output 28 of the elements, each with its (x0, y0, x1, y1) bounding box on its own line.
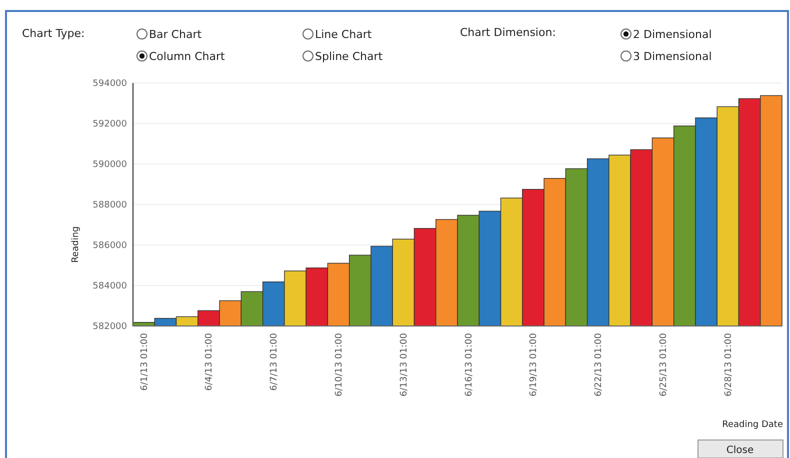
y-tick-label: 594000 (92, 79, 128, 89)
text: Spline Chart (315, 50, 384, 63)
x-tick-label: 6/16/13 01:00 (464, 332, 474, 396)
y-tick-label: 586000 (92, 241, 128, 251)
x-tick-label: 6/4/13 01:00 (204, 332, 215, 391)
y-tick-label: 584000 (92, 282, 128, 292)
text: Chart Type: (22, 27, 85, 40)
text: 2 Dimensional (633, 28, 712, 41)
x-tick-label: 6/28/13 01:00 (724, 332, 734, 396)
text: Chart Dimension: (460, 26, 556, 39)
close-button: Close (698, 440, 784, 458)
y-tick-label: 590000 (92, 160, 128, 170)
x-tick-label: 6/1/13 01:00 (140, 332, 150, 391)
x-tick-label: 6/7/13 01:00 (270, 332, 280, 391)
text: 3 Dimensional (633, 50, 712, 63)
x-tick-label: 6/10/13 01:00 (334, 332, 345, 396)
text: Line Chart (315, 28, 372, 41)
text: Bar Chart (149, 28, 202, 41)
text: Column Chart (149, 50, 226, 63)
y-tick-label: 582000 (92, 322, 128, 332)
x-tick-label: 6/13/13 01:00 (399, 332, 410, 396)
x-tick-label: 6/19/13 01:00 (529, 332, 540, 396)
y-tick-label: 588000 (92, 200, 128, 210)
x-axis-title: Reading Date (722, 420, 784, 430)
x-tick-label: 6/22/13 01:00 (594, 332, 604, 396)
x-tick-label: 6/25/13 01:00 (659, 332, 670, 396)
y-axis-title: Reading (71, 226, 81, 263)
y-tick-label: 592000 (92, 120, 128, 130)
